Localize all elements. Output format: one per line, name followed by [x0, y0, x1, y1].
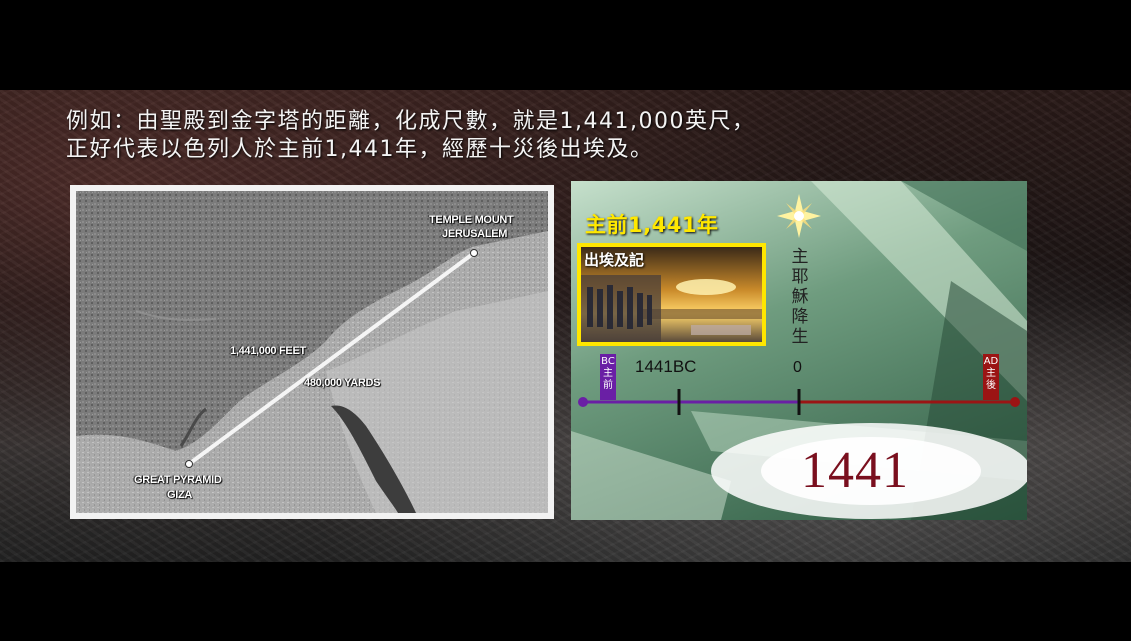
jerusalem-label: JERUSALEM	[442, 228, 508, 240]
bc-tag: BC 主 前	[600, 354, 616, 400]
caption: 例如：由聖殿到金字塔的距離，化成尺數，就是1,441,000英尺， 正好代表以色…	[66, 108, 966, 164]
exodus-title: 出埃及記	[584, 251, 645, 269]
ad-tag-text: 主	[986, 368, 996, 379]
jesus-birth-char: 耶	[791, 267, 809, 287]
bc-tag-text: 主	[603, 368, 613, 379]
satellite-map: TEMPLE MOUNT JERUSALEM 1,441,000 FEET 48…	[70, 185, 554, 519]
exodus-image	[581, 247, 762, 342]
ad-tag: AD 主 後	[983, 354, 999, 400]
feet-distance-label: 1,441,000 FEET	[230, 345, 306, 357]
timeline-panel: 主前1,441年 出埃及記	[571, 181, 1027, 520]
jesus-birth-char: 主	[791, 247, 809, 267]
bc-tag-text: BC	[601, 356, 615, 367]
temple-mount-label: TEMPLE MOUNT	[429, 214, 514, 226]
giza-label: GIZA	[167, 489, 193, 501]
big-number-1441: 1441	[801, 442, 909, 499]
exodus-card: 出埃及記	[577, 243, 766, 346]
star-icon	[777, 194, 821, 238]
caption-line-2: 正好代表以色列人於主前1,441年，經歷十災後出埃及。	[66, 137, 654, 162]
ad-tag-text: AD	[983, 356, 999, 367]
map-terrain	[76, 191, 548, 513]
yards-distance-label: 480,000 YARDS	[304, 377, 381, 389]
great-pyramid-label: GREAT PYRAMID	[134, 474, 222, 486]
timeline-background	[571, 181, 1027, 520]
label-1441bc: 1441BC	[635, 357, 697, 376]
bc-tag-text: 前	[603, 380, 613, 391]
ad-tag-text: 後	[986, 380, 996, 391]
timeline-title: 主前1,441年	[585, 213, 719, 237]
jesus-birth-char: 降	[791, 307, 809, 327]
jesus-birth-label: 主 耶 穌 降 生	[790, 247, 810, 347]
jesus-birth-char: 穌	[791, 287, 809, 307]
caption-line-1: 例如：由聖殿到金字塔的距離，化成尺數，就是1,441,000英尺，	[66, 109, 756, 134]
label-year-zero: 0	[793, 359, 802, 376]
jesus-birth-char: 生	[791, 327, 809, 347]
map-image: TEMPLE MOUNT JERUSALEM 1,441,000 FEET 48…	[76, 191, 548, 513]
